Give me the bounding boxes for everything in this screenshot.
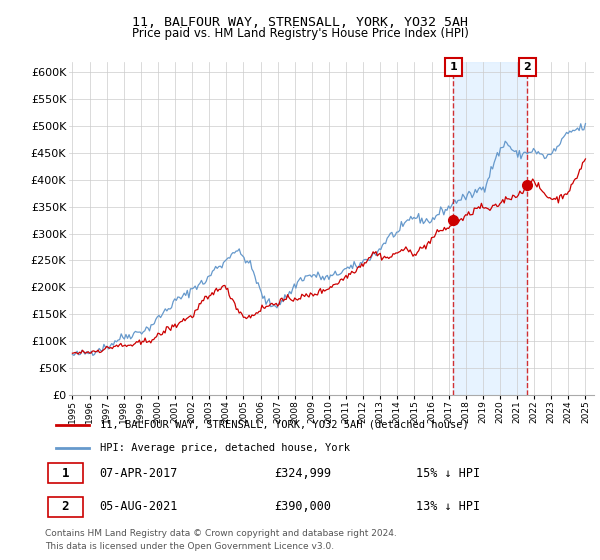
Text: Price paid vs. HM Land Registry's House Price Index (HPI): Price paid vs. HM Land Registry's House …	[131, 27, 469, 40]
Text: 15% ↓ HPI: 15% ↓ HPI	[416, 466, 481, 479]
Text: 11, BALFOUR WAY, STRENSALL, YORK, YO32 5AH (detached house): 11, BALFOUR WAY, STRENSALL, YORK, YO32 5…	[100, 420, 469, 430]
Text: 1: 1	[61, 466, 69, 479]
Text: HPI: Average price, detached house, York: HPI: Average price, detached house, York	[100, 443, 350, 453]
Text: 2: 2	[61, 501, 69, 514]
Bar	[453, 62, 527, 395]
Text: 05-AUG-2021: 05-AUG-2021	[100, 501, 178, 514]
Text: This data is licensed under the Open Government Licence v3.0.: This data is licensed under the Open Gov…	[45, 542, 334, 550]
Text: Contains HM Land Registry data © Crown copyright and database right 2024.: Contains HM Land Registry data © Crown c…	[45, 529, 397, 538]
FancyBboxPatch shape	[48, 463, 83, 483]
Text: 07-APR-2017: 07-APR-2017	[100, 466, 178, 479]
Text: 2: 2	[523, 62, 531, 72]
Text: £324,999: £324,999	[274, 466, 331, 479]
Text: 1: 1	[449, 62, 457, 72]
Text: 13% ↓ HPI: 13% ↓ HPI	[416, 501, 481, 514]
Text: 11, BALFOUR WAY, STRENSALL, YORK, YO32 5AH: 11, BALFOUR WAY, STRENSALL, YORK, YO32 5…	[132, 16, 468, 29]
Text: £390,000: £390,000	[274, 501, 331, 514]
FancyBboxPatch shape	[48, 497, 83, 517]
